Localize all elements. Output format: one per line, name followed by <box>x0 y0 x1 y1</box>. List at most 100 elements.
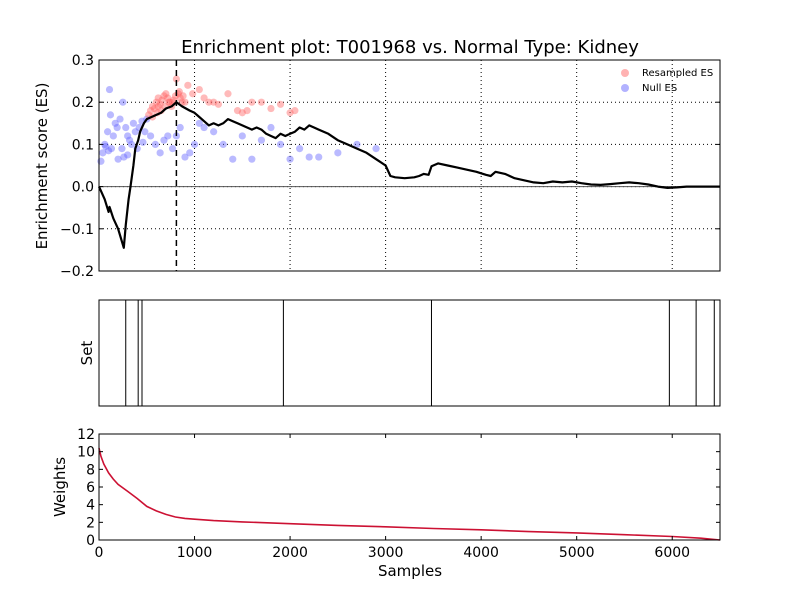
resampled-es-point-7 <box>158 96 166 104</box>
resampled-es-point-10 <box>164 94 172 102</box>
resampled-es-point-9 <box>162 90 170 98</box>
es-curve <box>97 101 720 249</box>
null-es-point-36 <box>190 140 199 148</box>
samples-x-label: Samples <box>378 562 442 580</box>
resampled-es-point-31 <box>248 98 256 106</box>
weights-xtick-label-1: 1000 <box>177 545 213 561</box>
resampled-es-point-34 <box>276 100 285 108</box>
set-frame <box>98 299 721 407</box>
resampled-es-point-36 <box>291 107 299 115</box>
enrichment-y-label: Enrichment score (ES) <box>33 83 51 250</box>
enrichment-ytick-label-1: 0.2 <box>72 95 94 111</box>
resampled-es-point-33 <box>267 104 275 113</box>
resampled-es-point-29 <box>238 109 246 117</box>
resampled-es-point-35 <box>286 109 294 117</box>
legend-resampled-label: Resampled ES <box>642 68 713 79</box>
weights-ytick-label-1: 10 <box>77 445 95 461</box>
null-es-point-6 <box>105 85 114 94</box>
enrichment-ytick-label-2: 0.1 <box>72 137 94 153</box>
null-es-point-5 <box>104 147 113 155</box>
enrichment-frame <box>98 59 721 272</box>
weights-xtick-label-6: 6000 <box>654 545 690 561</box>
resampled-es-point-1 <box>146 107 155 115</box>
null-es-point-24 <box>141 128 149 136</box>
null-es-point-46 <box>276 140 285 148</box>
null-es-point-2 <box>101 140 109 148</box>
chart-title: Enrichment plot: T001968 vs. Normal Type… <box>181 37 639 58</box>
null-es-point-14 <box>120 153 128 161</box>
resampled-es-point-19 <box>181 98 189 106</box>
null-es-point-31 <box>168 145 177 153</box>
null-es-point-15 <box>122 123 130 132</box>
null-es-point-44 <box>257 136 266 144</box>
enrichment-panel: 0.3 0.2 0.1 0.0 −0.1 −0.2 Enrichment score (E… <box>33 53 721 280</box>
legend-null-label: Null ES <box>642 83 677 94</box>
resampled-es-point-28 <box>233 107 242 115</box>
legend: Resampled ES Null ES <box>621 68 713 94</box>
weights-xtick-label-5: 5000 <box>559 545 595 561</box>
null-es-point-47 <box>286 155 294 163</box>
enrichment-y-ticks: 0.3 0.2 0.1 0.0 −0.1 −0.2 <box>60 53 720 280</box>
resampled-es-point-30 <box>243 107 251 115</box>
null-es-point-51 <box>334 149 342 157</box>
null-es-point-9 <box>111 119 119 127</box>
null-es-point-0 <box>97 157 105 165</box>
resampled-es-point-22 <box>195 85 203 94</box>
null-es-point-39 <box>210 128 218 136</box>
null-es-point-45 <box>267 123 275 132</box>
null-es-point-55 <box>106 111 115 119</box>
weights-x-ticks: 0 1000 2000 3000 4000 5000 6000 <box>95 434 690 561</box>
null-es-point-52 <box>353 140 361 148</box>
resampled-es-point-41 <box>165 98 173 106</box>
null-es-point-12 <box>116 115 124 123</box>
null-es-point-43 <box>248 155 256 163</box>
null-es-point-8 <box>109 132 117 140</box>
null-es-point-3 <box>102 142 110 151</box>
null-es-point-20 <box>131 128 139 136</box>
resampled-es-point-6 <box>156 100 164 108</box>
resampled-es-point-43 <box>175 88 183 96</box>
resampled-es-point-23 <box>200 94 208 102</box>
null-es-point-11 <box>114 155 122 163</box>
null-es-point-4 <box>103 128 112 136</box>
null-es-point-13 <box>118 145 126 153</box>
null-es-point-26 <box>146 132 155 140</box>
resampled-es-point-45 <box>154 102 162 111</box>
resampled-es-points <box>145 75 299 121</box>
null-es-point-40 <box>219 140 227 148</box>
null-es-point-33 <box>176 123 184 132</box>
null-es-point-53 <box>372 145 380 153</box>
null-es-point-48 <box>296 145 304 153</box>
null-es-point-42 <box>238 132 246 140</box>
weights-curve <box>98 447 721 541</box>
resampled-es-point-14 <box>171 92 180 100</box>
null-es-point-17 <box>125 136 134 144</box>
resampled-es-point-3 <box>150 104 159 113</box>
enrichment-ytick-label-3: 0.0 <box>72 180 94 196</box>
enrichment-ytick-label-5: −0.2 <box>60 264 94 280</box>
weights-ytick-label-2: 8 <box>86 462 95 478</box>
null-es-point-56 <box>124 151 132 159</box>
null-es-point-1 <box>99 149 107 157</box>
null-es-point-30 <box>164 132 172 140</box>
null-es-point-50 <box>315 153 323 161</box>
legend-null-marker <box>621 84 629 92</box>
weights-y-label: Weights <box>51 457 69 517</box>
weights-ytick-label-4: 4 <box>86 498 95 514</box>
resampled-es-point-25 <box>210 98 218 106</box>
resampled-es-point-4 <box>152 98 160 106</box>
set-y-label: Set <box>78 341 96 366</box>
resampled-es-point-2 <box>148 102 157 111</box>
null-es-point-7 <box>107 145 116 153</box>
null-es-point-27 <box>151 140 159 148</box>
resampled-es-point-5 <box>154 94 162 102</box>
weights-ytick-label-5: 2 <box>86 515 95 531</box>
weights-ytick-label-3: 6 <box>86 480 95 496</box>
null-es-point-19 <box>129 119 137 127</box>
weights-xtick-label-2: 2000 <box>272 545 308 561</box>
weights-y-ticks: 12 108 6 42 0 <box>77 427 720 549</box>
resampled-es-point-27 <box>224 90 232 98</box>
resampled-es-point-26 <box>214 100 223 108</box>
